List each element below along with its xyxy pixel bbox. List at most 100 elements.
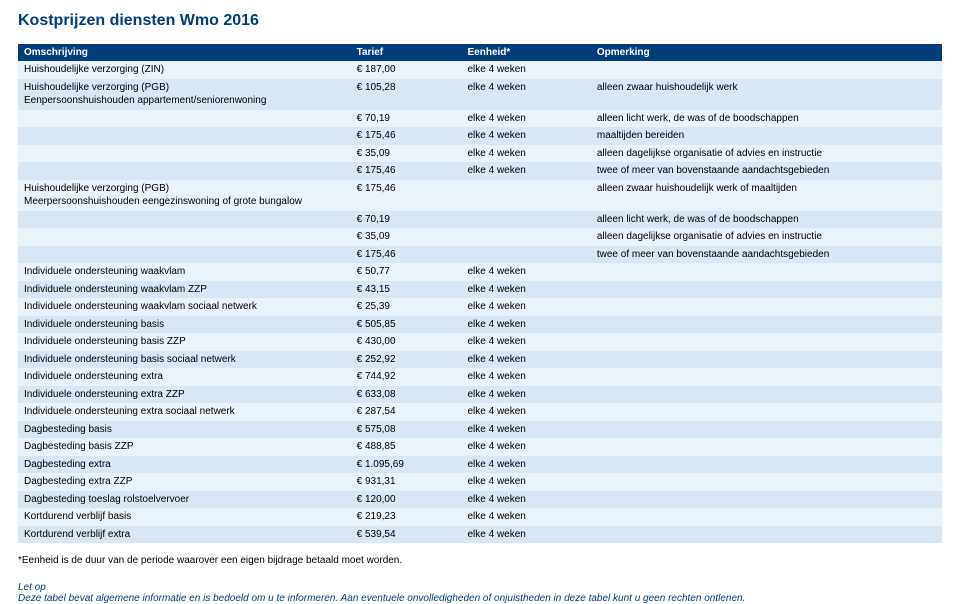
table-row: Dagbesteding extra€ 1.095,69elke 4 weken: [18, 456, 942, 474]
cell-opmerking: [591, 298, 942, 316]
cell-opmerking: [591, 526, 942, 544]
cell-tarief: € 539,54: [351, 526, 462, 544]
cell-eenheid: elke 4 weken: [462, 526, 591, 544]
cell-tarief: € 35,09: [351, 228, 462, 246]
table-row: Individuele ondersteuning basis ZZP€ 430…: [18, 333, 942, 351]
cell-omschrijving: Individuele ondersteuning basis ZZP: [18, 333, 351, 351]
cell-eenheid: elke 4 weken: [462, 333, 591, 351]
table-row: Dagbesteding extra ZZP€ 931,31elke 4 wek…: [18, 473, 942, 491]
cell-opmerking: [591, 491, 942, 509]
cell-eenheid: elke 4 weken: [462, 438, 591, 456]
cell-omschrijving: Dagbesteding extra: [18, 456, 351, 474]
cell-omschrijving: Individuele ondersteuning waakvlam: [18, 263, 351, 281]
cell-tarief: € 488,85: [351, 438, 462, 456]
table-row: Dagbesteding toeslag rolstoelvervoer€ 12…: [18, 491, 942, 509]
cell-tarief: € 505,85: [351, 316, 462, 334]
cell-opmerking: alleen dagelijkse organisatie of advies …: [591, 228, 942, 246]
cell-opmerking: [591, 473, 942, 491]
cell-tarief: € 105,28: [351, 79, 462, 110]
cell-eenheid: elke 4 weken: [462, 456, 591, 474]
table-row: Individuele ondersteuning basis€ 505,85e…: [18, 316, 942, 334]
cell-eenheid: elke 4 weken: [462, 61, 591, 79]
cell-omschrijving: [18, 110, 351, 128]
table-row: Huishoudelijke verzorging (PGB)Meerperso…: [18, 180, 942, 211]
cell-tarief: € 1.095,69: [351, 456, 462, 474]
cell-opmerking: twee of meer van bovenstaande aandachtsg…: [591, 246, 942, 264]
table-row: € 175,46elke 4 wekentwee of meer van bov…: [18, 162, 942, 180]
cell-omschrijving: Dagbesteding basis ZZP: [18, 438, 351, 456]
table-row: Individuele ondersteuning extra ZZP€ 633…: [18, 386, 942, 404]
cell-tarief: € 175,46: [351, 162, 462, 180]
cell-tarief: € 744,92: [351, 368, 462, 386]
cell-opmerking: [591, 333, 942, 351]
cell-tarief: € 43,15: [351, 281, 462, 299]
col-header-tarief: Tarief: [351, 44, 462, 61]
table-header-row: Omschrijving Tarief Eenheid* Opmerking: [18, 44, 942, 61]
table-row: Huishoudelijke verzorging (PGB)Eenpersoo…: [18, 79, 942, 110]
cell-omschrijving: [18, 145, 351, 163]
table-row: Individuele ondersteuning extra€ 744,92e…: [18, 368, 942, 386]
table-row: Kortdurend verblijf basis€ 219,23elke 4 …: [18, 508, 942, 526]
cell-eenheid: elke 4 weken: [462, 508, 591, 526]
cell-eenheid: elke 4 weken: [462, 316, 591, 334]
cell-omschrijving: Dagbesteding extra ZZP: [18, 473, 351, 491]
col-header-omschrijving: Omschrijving: [18, 44, 351, 61]
cell-opmerking: alleen zwaar huishoudelijk werk: [591, 79, 942, 110]
cell-omschrijving: Dagbesteding basis: [18, 421, 351, 439]
cell-opmerking: [591, 438, 942, 456]
cell-tarief: € 931,31: [351, 473, 462, 491]
cell-eenheid: elke 4 weken: [462, 263, 591, 281]
cell-eenheid: elke 4 weken: [462, 403, 591, 421]
table-row: € 70,19alleen licht werk, de was of de b…: [18, 211, 942, 229]
col-header-eenheid: Eenheid*: [462, 44, 591, 61]
table-row: € 35,09 alleen dagelijkse organisatie of …: [18, 228, 942, 246]
cell-opmerking: [591, 421, 942, 439]
cell-opmerking: [591, 263, 942, 281]
cell-omschrijving: [18, 162, 351, 180]
letop-label: Let op: [18, 582, 942, 593]
cell-eenheid: elke 4 weken: [462, 162, 591, 180]
cell-omschrijving: [18, 127, 351, 145]
cell-omschrijving: Individuele ondersteuning extra ZZP: [18, 386, 351, 404]
cell-eenheid: [462, 180, 591, 211]
cell-opmerking: [591, 403, 942, 421]
table-row: Individuele ondersteuning waakvlam socia…: [18, 298, 942, 316]
cell-opmerking: [591, 368, 942, 386]
cell-eenheid: elke 4 weken: [462, 351, 591, 369]
table-row: € 175,46elke 4 wekenmaaltijden bereiden: [18, 127, 942, 145]
cell-opmerking: [591, 61, 942, 79]
cell-omschrijving: Individuele ondersteuning basis: [18, 316, 351, 334]
cell-eenheid: elke 4 weken: [462, 127, 591, 145]
cell-omschrijving: Individuele ondersteuning extra sociaal …: [18, 403, 351, 421]
cell-omschrijving: [18, 228, 351, 246]
cell-eenheid: [462, 228, 591, 246]
cell-eenheid: elke 4 weken: [462, 386, 591, 404]
cell-tarief: € 430,00: [351, 333, 462, 351]
cell-eenheid: elke 4 weken: [462, 79, 591, 110]
cell-opmerking: [591, 386, 942, 404]
cell-tarief: € 70,19: [351, 110, 462, 128]
cell-opmerking: [591, 351, 942, 369]
cell-tarief: € 633,08: [351, 386, 462, 404]
cell-opmerking: [591, 456, 942, 474]
cell-tarief: € 187,00: [351, 61, 462, 79]
cell-opmerking: [591, 281, 942, 299]
cell-opmerking: [591, 508, 942, 526]
cell-eenheid: elke 4 weken: [462, 421, 591, 439]
cell-tarief: € 287,54: [351, 403, 462, 421]
cell-tarief: € 252,92: [351, 351, 462, 369]
cell-omschrijving: Individuele ondersteuning waakvlam ZZP: [18, 281, 351, 299]
cell-opmerking: maaltijden bereiden: [591, 127, 942, 145]
cell-omschrijving: Kortdurend verblijf basis: [18, 508, 351, 526]
page-title: Kostprijzen diensten Wmo 2016: [18, 12, 942, 30]
cell-omschrijving: Individuele ondersteuning waakvlam socia…: [18, 298, 351, 316]
table-row: Individuele ondersteuning extra sociaal …: [18, 403, 942, 421]
cell-eenheid: elke 4 weken: [462, 491, 591, 509]
cell-opmerking: twee of meer van bovenstaande aandachtsg…: [591, 162, 942, 180]
cell-opmerking: [591, 316, 942, 334]
table-row: Huishoudelijke verzorging (ZIN)€ 187,00e…: [18, 61, 942, 79]
cell-omschrijving: [18, 211, 351, 229]
footnote-text: *Eenheid is de duur van de periode waaro…: [18, 555, 942, 566]
cell-tarief: € 70,19: [351, 211, 462, 229]
table-body: Huishoudelijke verzorging (ZIN)€ 187,00e…: [18, 61, 942, 543]
